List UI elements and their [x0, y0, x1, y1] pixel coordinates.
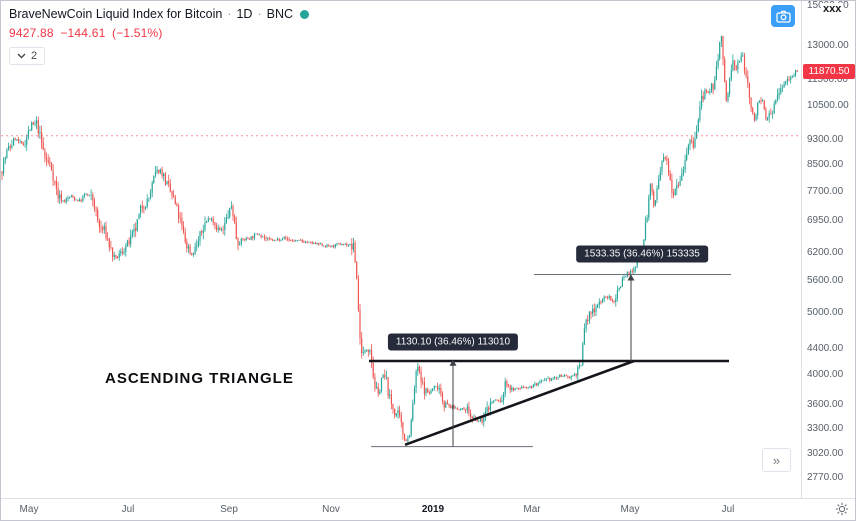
- separator-dot: ·: [257, 7, 262, 21]
- exchange-label: BNC: [266, 7, 294, 21]
- symbol-legend: BraveNewCoin Liquid Index for Bitcoin · …: [9, 7, 310, 65]
- market-status-dot[interactable]: [300, 9, 310, 19]
- candlestick-chart: [1, 35, 801, 448]
- time-axis-label: Nov: [322, 504, 340, 515]
- watermark-text: xxx: [821, 3, 844, 15]
- last-price-text: 9427.88: [9, 26, 54, 40]
- price-axis-label: 5000.00: [807, 306, 844, 318]
- camera-icon: [775, 10, 791, 23]
- chart-plot-area[interactable]: ASCENDING TRIANGLE 1130.10 (36.46%) 1130…: [1, 1, 801, 498]
- restore-scales-button[interactable]: »: [762, 448, 791, 472]
- price-range-tool-2[interactable]: [534, 274, 731, 362]
- separator-dot: ·: [227, 7, 232, 21]
- interval-label: 1D: [236, 7, 253, 21]
- price-axis-label: 3600.00: [807, 398, 844, 410]
- price-axis-label: 6950.00: [807, 214, 844, 226]
- time-axis[interactable]: May Jul Sep Nov 2019 Mar May Jul: [1, 498, 855, 520]
- time-axis-label: Mar: [523, 504, 541, 515]
- gear-icon[interactable]: [835, 502, 849, 516]
- price-axis-label: 7700.00: [807, 186, 844, 198]
- time-axis-label: May: [19, 504, 39, 515]
- price-axis-label: 11500.00: [807, 74, 848, 86]
- pattern-annotation-text: ASCENDING TRIANGLE: [105, 370, 294, 387]
- double-chevron-right-icon: »: [772, 452, 781, 468]
- measure-tooltip-2: 1533.35 (36.46%) 153335: [576, 245, 708, 263]
- price-axis-label: 3020.00: [807, 447, 844, 459]
- time-axis-label: 2019: [421, 504, 445, 515]
- price-axis-label: 10500.00: [807, 99, 849, 111]
- price-change-pct-text: (−1.51%): [112, 26, 163, 40]
- time-axis-label: May: [620, 504, 640, 515]
- price-axis-label: 8500.00: [807, 158, 844, 170]
- price-axis-label: 3300.00: [807, 423, 844, 435]
- price-axis-label: 4000.00: [807, 369, 844, 381]
- price-axis-label: 4400.00: [807, 342, 844, 354]
- time-axis-label: Jul: [721, 504, 735, 515]
- indicators-count: 2: [31, 50, 38, 62]
- screenshot-button[interactable]: [771, 5, 795, 27]
- chevron-down-icon: [17, 53, 26, 59]
- quote-row: 9427.88 −144.61 (−1.51%): [9, 26, 309, 40]
- price-axis-label: 2770.00: [807, 472, 844, 483]
- measure-tooltip-1: 1130.10 (36.46%) 113010: [387, 333, 519, 351]
- candles-layer: [1, 35, 798, 445]
- price-axis-label: 9300.00: [807, 133, 844, 145]
- last-price-badge: 11870.50: [803, 63, 855, 79]
- symbol-title-row[interactable]: BraveNewCoin Liquid Index for Bitcoin · …: [9, 7, 310, 21]
- indicators-collapse-button[interactable]: 2: [9, 47, 46, 65]
- price-range-tool-1[interactable]: [371, 359, 533, 448]
- time-axis-label: Sep: [220, 504, 238, 515]
- price-axis-label: 6200.00: [807, 246, 844, 258]
- triangle-support-line[interactable]: [404, 359, 635, 447]
- symbol-title: BraveNewCoin Liquid Index for Bitcoin: [9, 7, 223, 21]
- price-axis[interactable]: 11870.50 15000.0013000.0011500.0010500.0…: [801, 1, 855, 498]
- time-axis-label: Jul: [121, 504, 135, 515]
- price-axis-label: 13000.00: [807, 40, 849, 51]
- price-change-text: −144.61: [60, 26, 106, 40]
- price-axis-label: 5600.00: [807, 275, 844, 287]
